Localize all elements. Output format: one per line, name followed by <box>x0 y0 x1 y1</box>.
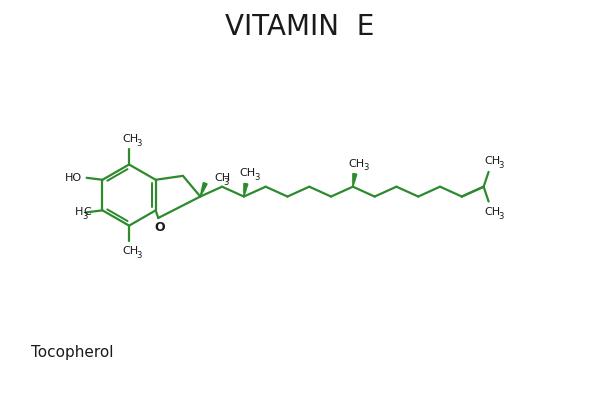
Polygon shape <box>244 184 248 196</box>
Text: H: H <box>75 207 83 217</box>
Text: 3: 3 <box>82 212 88 221</box>
Text: CH: CH <box>122 246 138 256</box>
Text: CH: CH <box>122 134 138 144</box>
Text: 3: 3 <box>136 251 142 260</box>
Text: CH: CH <box>214 173 230 183</box>
Text: 3: 3 <box>254 173 259 182</box>
Text: O: O <box>154 221 164 234</box>
Text: CH: CH <box>484 156 500 166</box>
Text: Tocopherol: Tocopherol <box>31 345 113 360</box>
Text: 3: 3 <box>499 212 504 221</box>
Text: 3: 3 <box>223 178 229 187</box>
Text: VITAMIN  E: VITAMIN E <box>226 14 374 42</box>
Text: CH: CH <box>240 168 256 178</box>
Text: CH: CH <box>349 158 365 168</box>
Polygon shape <box>353 174 357 187</box>
Polygon shape <box>200 182 207 196</box>
Text: C: C <box>84 207 92 217</box>
Text: HO: HO <box>65 173 82 183</box>
Text: CH: CH <box>484 207 500 217</box>
Text: 3: 3 <box>363 164 368 172</box>
Text: 3: 3 <box>499 161 504 170</box>
Text: 3: 3 <box>136 139 142 148</box>
